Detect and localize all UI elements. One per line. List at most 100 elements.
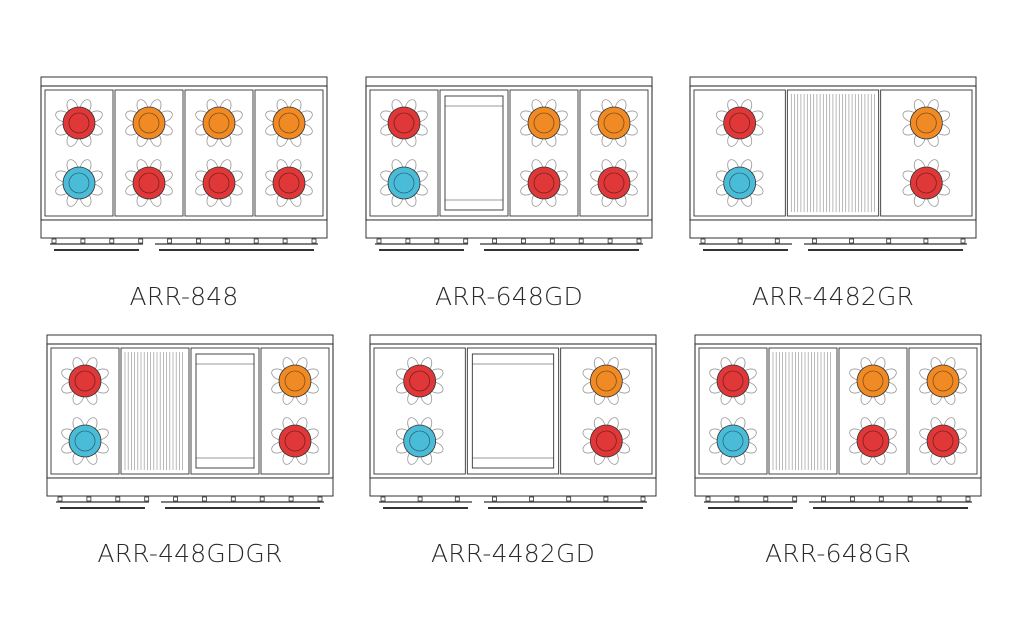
grill-grates (124, 352, 183, 470)
knob-icon (317, 496, 323, 502)
burner-low-icon (403, 424, 437, 458)
control-panel (365, 219, 653, 239)
knob-icon (167, 238, 172, 244)
burner-cap (533, 112, 555, 134)
model-label: ARR-848 (129, 282, 239, 311)
knob-icon (417, 496, 423, 502)
knob-icon (886, 238, 892, 244)
cooktop-section-burners (693, 89, 786, 217)
burner-medium-icon (527, 106, 561, 140)
control-panel (46, 477, 334, 497)
range-illustration (694, 334, 982, 509)
burner-cap (284, 370, 306, 392)
knob-icon (282, 238, 288, 244)
model-label: ARR-648GR (764, 539, 912, 568)
burner-high-icon (387, 106, 421, 140)
burner-high-icon (909, 166, 943, 200)
cooktop-section-griddle (190, 347, 260, 475)
range-illustration (365, 76, 653, 251)
knob-icon (454, 496, 460, 502)
knob-icon (603, 496, 609, 502)
knob-icon (774, 238, 780, 244)
knob-icon (763, 496, 769, 502)
model-label: ARR-4482GR (751, 282, 915, 311)
cooktop-frame (694, 343, 982, 479)
cooktop-section-burners (260, 347, 330, 475)
burner-medium-icon (202, 106, 236, 140)
knob-icon (259, 496, 265, 502)
knob-row (51, 238, 317, 244)
cooktop-section-burners (369, 89, 439, 217)
knob-icon (57, 496, 63, 502)
knob-icon (405, 238, 411, 244)
knob-row (380, 496, 646, 502)
cooktop-frame (40, 85, 328, 221)
knob-icon (737, 238, 743, 244)
knob-icon (965, 496, 971, 502)
cooktop-section-burners (908, 347, 978, 475)
burner-medium-icon (597, 106, 631, 140)
range-body (369, 334, 657, 509)
burner-cap (393, 112, 415, 134)
control-panel (694, 477, 982, 497)
cooktop-section-burners (373, 347, 466, 475)
burner-medium-icon (278, 364, 312, 398)
burner-low-icon (387, 166, 421, 200)
range-card-arr-4482gd: ARR-4482GD (369, 334, 657, 574)
burner-cap (915, 172, 937, 194)
knob-icon (878, 496, 884, 502)
cooktop-section-burners (880, 89, 973, 217)
knob-icon (380, 496, 386, 502)
knob-icon (566, 496, 572, 502)
cooktop-section-burners (254, 89, 324, 217)
burner-high-icon (589, 424, 623, 458)
knob-icon (492, 496, 497, 502)
model-label: ARR-448GDGR (97, 539, 283, 568)
burner-low-icon (723, 166, 757, 200)
knob-icon (734, 496, 740, 502)
cooktop-section-griddle (466, 347, 560, 475)
burner-medium-icon (926, 364, 960, 398)
burner-high-icon (716, 364, 750, 398)
burner-cap (722, 430, 744, 452)
griddle-plate (471, 353, 555, 469)
burner-high-icon (856, 424, 890, 458)
knob-icon (792, 496, 798, 502)
knob-row (700, 238, 966, 244)
knob-icon (434, 238, 440, 244)
burner-medium-icon (132, 106, 166, 140)
knob-icon (86, 496, 92, 502)
burner-cap (74, 370, 96, 392)
burner-cap (533, 172, 555, 194)
knob-icon (51, 238, 57, 244)
range-body (365, 76, 653, 251)
burner-cap (595, 430, 617, 452)
cooktop-section-grill (120, 347, 190, 475)
knob-row (376, 238, 642, 244)
control-panel (689, 219, 977, 239)
cooktop-section-burners (50, 347, 120, 475)
burner-medium-icon (589, 364, 623, 398)
burner-cap (722, 370, 744, 392)
range-illustration (369, 334, 657, 509)
burner-cap (862, 370, 884, 392)
knob-icon (549, 238, 555, 244)
burner-cap (932, 430, 954, 452)
knob-icon (492, 238, 497, 244)
burner-medium-icon (909, 106, 943, 140)
burner-cap (603, 172, 625, 194)
burner-high-icon (403, 364, 437, 398)
model-label: ARR-648GD (435, 282, 583, 311)
cooktop-section-burners (509, 89, 579, 217)
cooktop-section-burners (838, 347, 908, 475)
burner-cap (68, 172, 90, 194)
cooktop-section-grill (786, 89, 880, 217)
range-body (46, 334, 334, 509)
knob-icon (849, 496, 855, 502)
knob-icon (138, 238, 144, 244)
burner-cap (409, 430, 431, 452)
knob-icon (224, 238, 230, 244)
burner-cap (595, 370, 617, 392)
burner-medium-icon (856, 364, 890, 398)
control-panel (369, 477, 657, 497)
